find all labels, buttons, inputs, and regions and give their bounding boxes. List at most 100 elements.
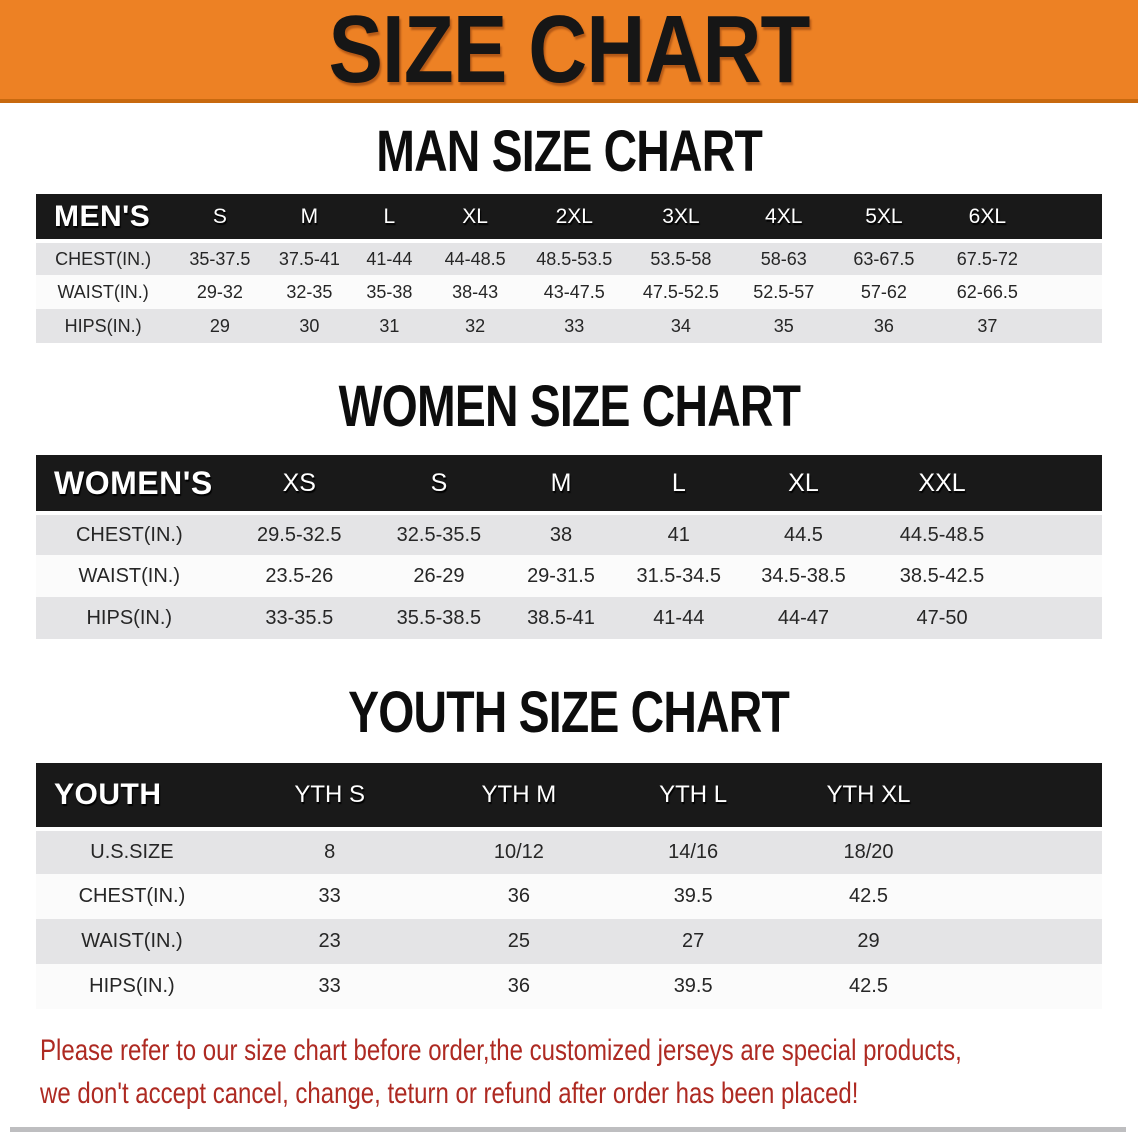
women-header-row: WOMEN'S XS S M L XL XXL: [36, 455, 1102, 513]
size-column-header: 5XL: [865, 204, 903, 228]
size-column-header: XXL: [918, 468, 966, 497]
measurement-value: 32.5-35.5: [396, 523, 482, 546]
measurement-value: 34.5-38.5: [761, 564, 846, 587]
measurement-value: 8: [324, 841, 336, 863]
cropped-row-edge: [10, 1127, 1126, 1132]
measurement-value: 35.5-38.5: [396, 606, 482, 629]
size-column-header: 3XL: [662, 204, 700, 228]
measurement-value: 53.5-58: [650, 248, 712, 269]
measurement-value: 33: [318, 885, 341, 907]
measurement-value: 52.5-57: [753, 281, 815, 302]
spacer-cell: [957, 964, 1102, 1009]
size-column-header: 4XL: [765, 204, 803, 228]
measurement-value: 33: [564, 315, 585, 336]
measurement-label: HIPS(IN.): [64, 315, 142, 336]
measurement-value: 29.5-32.5: [257, 523, 342, 546]
measurement-value: 31.5-34.5: [636, 564, 722, 587]
women-group-label: WOMEN'S: [54, 464, 213, 501]
measurement-label: CHEST(IN.): [78, 885, 186, 907]
measurement-value: 44.5-48.5: [899, 523, 985, 546]
measurement-value: 35: [773, 315, 794, 336]
measurement-value: 32-35: [286, 281, 333, 302]
spacer-cell: [957, 763, 1102, 829]
measurement-value: 38-43: [452, 281, 499, 302]
measurement-value: 10/12: [493, 841, 544, 863]
table-row: U.S.SIZE 8 10/12 14/16 18/20: [36, 829, 1102, 874]
table-row: WAIST(IN.) 23.5-26 26-29 29-31.5 31.5-34.5 34…: [36, 555, 1102, 597]
measurement-label: HIPS(IN.): [89, 975, 175, 997]
size-column-header: S: [212, 204, 227, 228]
measurement-label: U.S.SIZE: [90, 841, 174, 863]
spacer-cell: [1040, 194, 1102, 241]
banner: SIZE CHART: [0, 0, 1138, 103]
measurement-value: 31: [379, 315, 400, 336]
disclaimer-line-1: Please refer to our size chart before or…: [40, 1034, 962, 1067]
measurement-value: 29-32: [196, 281, 243, 302]
man-section-heading: MAN SIZE CHART: [0, 123, 1138, 181]
measurement-value: 44.5: [784, 523, 823, 546]
measurement-value: 47.5-52.5: [642, 281, 719, 302]
table-row: CHEST(IN.) 35-37.5 37.5-41 41-44 44-48.5 48.5…: [36, 241, 1102, 275]
man-section-heading-text: MAN SIZE CHART: [376, 119, 763, 184]
size-column-header: YTH XL: [826, 781, 911, 808]
table-row: WAIST(IN.) 23 25 27 29: [36, 919, 1102, 964]
measurement-label: WAIST(IN.): [78, 564, 180, 587]
men-size-table: MEN'S S M L XL 2XL 3XL 4XL 5XL 6XL CHEST(IN.) 35-37…: [36, 194, 1102, 343]
measurement-value: 29: [209, 315, 230, 336]
measurement-value: 29-31.5: [527, 564, 595, 587]
measurement-value: 30: [299, 315, 320, 336]
measurement-value: 14/16: [668, 841, 719, 863]
size-column-header: XS: [282, 468, 316, 497]
measurement-value: 36: [507, 885, 530, 907]
spacer-cell: [1040, 309, 1102, 343]
measurement-value: 27: [682, 930, 705, 952]
measurement-value: 23.5-26: [265, 564, 334, 587]
spacer-cell: [1015, 513, 1102, 555]
youth-section-heading: YOUTH SIZE CHART: [0, 680, 1138, 745]
size-column-header: YTH L: [659, 781, 728, 808]
spacer-cell: [1040, 241, 1102, 275]
measurement-value: 38: [549, 523, 573, 546]
measurement-value: 39.5: [673, 975, 713, 997]
measurement-value: 39.5: [673, 885, 713, 907]
measurement-value: 63-67.5: [853, 248, 915, 269]
women-size-table: WOMEN'S XS S M L XL XXL CHEST(IN.) 29.5-32.5 32.5…: [36, 455, 1102, 639]
measurement-value: 42.5: [849, 975, 888, 997]
size-column-header: M: [300, 204, 319, 228]
measurement-label: WAIST(IN.): [57, 281, 149, 302]
measurement-value: 41: [667, 523, 690, 546]
measurement-value: 38.5-41: [527, 606, 595, 629]
measurement-value: 38.5-42.5: [899, 564, 985, 587]
table-row: CHEST(IN.) 29.5-32.5 32.5-35.5 38 41 44.5 44.5…: [36, 513, 1102, 555]
measurement-value: 26-29: [413, 564, 465, 587]
spacer-cell: [957, 919, 1102, 964]
measurement-value: 43-47.5: [543, 281, 605, 302]
measurement-value: 33: [318, 975, 341, 997]
spacer-cell: [1040, 275, 1102, 309]
disclaimer-line-2: we don't accept cancel, change, teturn o…: [40, 1077, 859, 1110]
women-section-heading-text: WOMEN SIZE CHART: [338, 374, 800, 439]
measurement-value: 58-63: [760, 248, 807, 269]
measurement-value: 37: [977, 315, 998, 336]
measurement-value: 44-47: [777, 606, 830, 629]
table-row: HIPS(IN.) 33 36 39.5 42.5: [36, 964, 1102, 1009]
size-column-header: S: [430, 468, 448, 497]
spacer-cell: [957, 829, 1102, 874]
measurement-value: 41-44: [366, 248, 413, 269]
spacer-cell: [957, 874, 1102, 919]
measurement-value: 57-62: [860, 281, 907, 302]
youth-section-heading-text: YOUTH SIZE CHART: [348, 680, 791, 745]
measurement-label: CHEST(IN.): [75, 523, 183, 546]
measurement-value: 36: [873, 315, 894, 336]
men-header-row: MEN'S S M L XL 2XL 3XL 4XL 5XL 6XL: [36, 194, 1102, 241]
youth-size-table: YOUTH YTH S YTH M YTH L YTH XL U.S.SIZE 8 10/12…: [36, 763, 1102, 1009]
measurement-value: 67.5-72: [956, 248, 1018, 269]
spacer-cell: [1015, 597, 1102, 639]
page-title: SIZE CHART: [328, 0, 810, 103]
spacer-cell: [1015, 555, 1102, 597]
size-column-header: XL: [462, 204, 488, 228]
youth-group-label: YOUTH: [54, 778, 162, 811]
measurement-label: WAIST(IN.): [81, 930, 183, 952]
size-column-header: XL: [788, 468, 819, 497]
size-column-header: M: [550, 468, 572, 497]
